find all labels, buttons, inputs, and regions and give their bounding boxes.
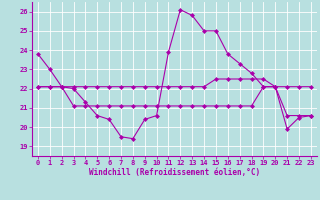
X-axis label: Windchill (Refroidissement éolien,°C): Windchill (Refroidissement éolien,°C) [89, 168, 260, 177]
